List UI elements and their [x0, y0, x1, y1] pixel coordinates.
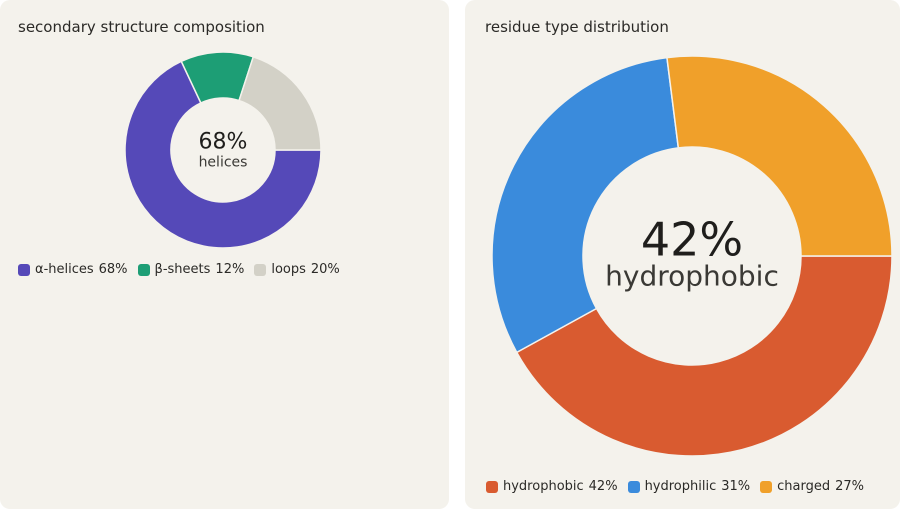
legend-value: 42%	[588, 479, 618, 494]
donut-hole	[171, 98, 275, 202]
card: secondary structure composition 68% helic…	[0, 0, 449, 509]
legend-item: charged 27%	[760, 479, 864, 494]
chart-title: residue type distribution	[485, 18, 669, 36]
center-label: helices	[199, 155, 248, 171]
legend-label: α-helices	[35, 262, 94, 277]
center-value: 42%	[641, 212, 743, 266]
legend-label: hydrophobic	[503, 479, 584, 494]
legend-item: loops 20%	[254, 262, 340, 277]
chart-title: secondary structure composition	[18, 18, 265, 36]
legend-value: 27%	[835, 479, 865, 494]
card: residue type distribution 42% hydrophobic…	[465, 0, 900, 509]
center-value: 68%	[199, 129, 248, 154]
legend-value: 12%	[215, 262, 245, 277]
legend-item: α-helices 68%	[18, 262, 128, 277]
legend-label: charged	[777, 479, 831, 494]
chart: 68%helices	[124, 51, 322, 249]
legend-label: hydrophilic	[644, 479, 717, 494]
legend-item: β-sheets 12%	[137, 262, 245, 277]
legend-item: hydrophobic 42%	[486, 479, 618, 494]
legend-item: hydrophilic 31%	[627, 479, 751, 494]
legend-swatch	[486, 480, 498, 493]
legend-swatch	[760, 480, 773, 493]
legend-swatch	[627, 480, 640, 493]
center-label: hydrophobic	[605, 260, 779, 293]
legend-value: 68%	[98, 262, 128, 277]
legend-label: loops	[271, 262, 306, 277]
legend-swatch	[18, 263, 30, 276]
legend: hydrophobic 42% hydrophilic 31% charged 27%	[486, 479, 864, 494]
legend-swatch	[137, 263, 150, 276]
legend-swatch	[254, 263, 267, 276]
legend-value: 31%	[721, 479, 751, 494]
legend: α-helices 68% β-sheets 12% loops 20%	[18, 262, 340, 277]
legend-value: 20%	[310, 262, 340, 277]
chart: 42%hydrophobic	[491, 55, 893, 457]
legend-label: β-sheets	[154, 262, 211, 277]
donut-hole	[583, 147, 801, 365]
